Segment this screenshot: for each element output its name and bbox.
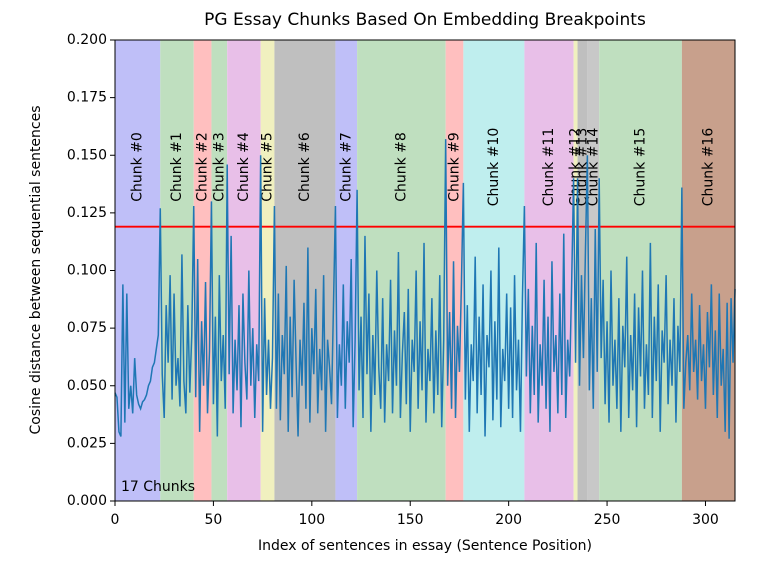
- chunk-label: Chunk #14: [585, 128, 601, 207]
- chunk-span: [335, 40, 358, 501]
- chunk-label: Chunk #10: [486, 128, 502, 207]
- y-tick-label: 0.175: [67, 90, 107, 106]
- y-tick-label: 0.200: [67, 32, 107, 48]
- y-tick-label: 0.000: [67, 493, 107, 509]
- chunk-span: [227, 40, 261, 501]
- y-tick-label: 0.025: [67, 435, 107, 451]
- data-line: [114, 139, 736, 439]
- y-tick-label: 0.050: [67, 378, 107, 394]
- chunk-label: Chunk #0: [130, 132, 146, 202]
- chunk-count: 17 Chunks: [121, 479, 195, 495]
- chunk-span: [681, 40, 735, 501]
- chunk-label: Chunk #9: [447, 132, 463, 202]
- chunk-span: [160, 40, 194, 501]
- chunk-span: [463, 40, 525, 501]
- chunk-label: Chunk #3: [211, 132, 227, 202]
- chunk-label: Chunk #8: [393, 132, 409, 202]
- chunk-span: [524, 40, 574, 501]
- y-tick-label: 0.125: [67, 205, 107, 221]
- chunk-span: [599, 40, 682, 501]
- chunk-label: Chunk #5: [260, 132, 276, 202]
- chunk-label: Chunk #4: [236, 132, 252, 202]
- chunk-span: [573, 40, 578, 501]
- chunk-label: Chunk #1: [169, 132, 185, 202]
- x-tick-label: 300: [692, 512, 719, 528]
- chunk-label: Chunk #16: [700, 128, 716, 207]
- x-tick-label: 50: [204, 512, 222, 528]
- chart-title: PG Essay Chunks Based On Embedding Break…: [204, 10, 646, 30]
- chunk-span: [587, 40, 600, 501]
- x-tick-label: 0: [111, 512, 120, 528]
- y-tick-label: 0.100: [67, 263, 107, 279]
- chunk-label: Chunk #11: [541, 128, 557, 207]
- chunk-label: Chunk #12: [568, 128, 584, 207]
- y-tick-label: 0.075: [67, 320, 107, 336]
- chunk-span: [193, 40, 212, 501]
- x-tick-label: 250: [594, 512, 621, 528]
- chunk-label: Chunk #2: [195, 132, 211, 202]
- x-axis-label: Index of sentences in essay (Sentence Po…: [258, 538, 592, 554]
- chunk-span: [577, 40, 588, 501]
- y-tick-label: 0.150: [67, 147, 107, 163]
- x-tick-label: 150: [397, 512, 424, 528]
- y-axis-label: Cosine distance between sequential sente…: [28, 105, 44, 434]
- chunk-label: Chunk #6: [297, 132, 313, 202]
- chunk-span: [115, 40, 161, 501]
- chunk-label: Chunk #15: [633, 128, 649, 207]
- chunk-span: [357, 40, 446, 501]
- x-tick-label: 200: [495, 512, 522, 528]
- chunk-label: Chunk #7: [338, 132, 354, 202]
- chunk-span: [211, 40, 228, 501]
- x-tick-label: 100: [298, 512, 325, 528]
- chunk-span: [445, 40, 464, 501]
